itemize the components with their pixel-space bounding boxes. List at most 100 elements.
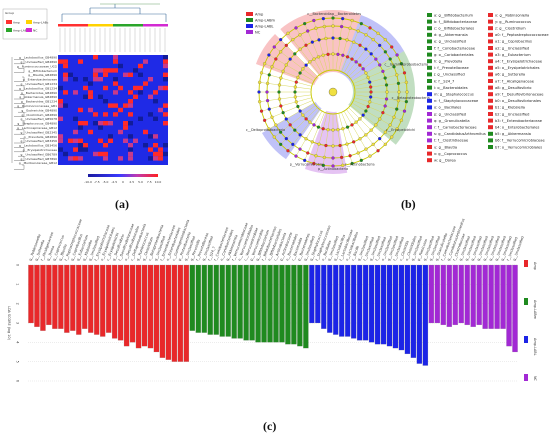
cladogram-node <box>345 142 349 146</box>
lefse-legend-label: Amp <box>533 262 537 270</box>
heatmap-panel: Group Amp Amp-LABc Amp-LABL NC g__Lactobacill… <box>0 0 200 190</box>
colorbar-tick-label: 7.5 <box>147 180 152 184</box>
lefse-legend-swatch <box>524 298 528 305</box>
taxa-key-swatch <box>488 39 493 44</box>
colorbar-tick-label: 2.5 <box>129 180 134 184</box>
cladogram-node <box>294 100 298 104</box>
taxa-key-swatch <box>427 105 432 110</box>
cladogram-node <box>369 90 373 94</box>
caption-a: (a) <box>115 197 129 211</box>
y-tick-label: 4 <box>16 341 20 343</box>
cladogram-node <box>336 128 340 132</box>
clade-highlight-ampl-2 <box>261 102 322 160</box>
group-strip-cell <box>88 24 93 27</box>
cladogram-node <box>279 130 283 134</box>
heatmap-cell <box>98 94 103 99</box>
taxa-key-swatch <box>427 52 432 57</box>
taxa-key-label: b4: o__Enterobacteriales <box>495 126 539 130</box>
taxa-key-label: f: f__Coriobacteriaceae <box>434 46 476 50</box>
heatmap-cell <box>68 72 73 77</box>
taxa-key-swatch <box>488 105 493 110</box>
cladogram-node <box>308 60 312 64</box>
cladogram-node <box>348 154 352 158</box>
heatmap-cell <box>98 121 103 126</box>
heatmap-cell <box>153 99 158 104</box>
lefse-bar-label: p__Firmicutes <box>417 238 429 261</box>
cladogram-node <box>308 120 312 124</box>
taxa-key-swatch <box>427 65 432 70</box>
taxa-key-swatch <box>488 118 493 123</box>
heatmap-cell <box>93 72 98 77</box>
heatmap-cell <box>68 138 73 143</box>
cladogram-node <box>359 22 363 26</box>
heatmap-cell <box>128 151 133 157</box>
heatmap-cell <box>83 77 88 82</box>
cladogram-node <box>279 50 283 54</box>
cladogram-node <box>383 38 387 42</box>
heatmap-cell <box>148 94 153 99</box>
heatmap-cell <box>78 143 83 148</box>
heatmap-cell <box>163 63 168 69</box>
cladogram-node <box>388 123 392 127</box>
y-tick-label: 1 <box>16 283 20 285</box>
taxa-key-label: x: g__Robinsoniella <box>495 13 529 17</box>
lefse-legend-label: NC <box>533 376 537 382</box>
cladogram-node <box>395 53 399 57</box>
heatmap-cell <box>148 134 153 139</box>
cladogram-node <box>345 125 350 129</box>
heatmap-row-label: g__Lactobacillus_GB3456 <box>19 144 57 148</box>
group-legend-swatch <box>6 20 12 24</box>
heatmap-cell <box>138 85 143 91</box>
cladogram-node <box>405 90 409 94</box>
heatmap-cell <box>153 116 158 121</box>
cladogram-node <box>350 123 354 127</box>
cladogram-node <box>298 33 302 37</box>
group-legend-label: NC <box>33 29 37 33</box>
heatmap-cell <box>83 147 88 152</box>
row-dendrogram-branch <box>14 129 25 135</box>
clade-highlight-amp-2 <box>255 34 319 86</box>
lefse-bar <box>231 264 237 339</box>
lefse-bar-label: c__Clostridia <box>399 240 410 261</box>
cladogram-node <box>376 31 380 35</box>
lefse-bar <box>386 264 393 347</box>
heatmap-row-label: g__Unclassified_GB3456 <box>21 139 58 143</box>
cladogram-node <box>378 43 382 47</box>
taxa-key-swatch <box>488 112 493 116</box>
lefse-bar <box>434 264 441 324</box>
y-tick-label: 2 <box>16 303 20 305</box>
cladogram-node <box>385 90 389 94</box>
heatmap-cell <box>108 138 113 143</box>
heatmap-row-label: g__Akkermansia_GB4890 <box>19 95 57 99</box>
cladogram-node <box>396 81 401 85</box>
cladogram-node <box>301 113 305 117</box>
group-strip-cell <box>138 24 143 27</box>
lefse-bar <box>315 264 321 324</box>
cladogram-node <box>284 117 288 121</box>
lefse-bar <box>428 264 435 324</box>
taxa-key-label: a5: o__Erysipelotrichales <box>495 66 540 70</box>
lefse-bar <box>362 264 369 341</box>
lefse-bar <box>446 264 452 327</box>
cladogram-node <box>350 161 354 166</box>
cladogram-node <box>317 38 321 42</box>
heatmap-cell <box>163 112 168 117</box>
taxa-key-swatch <box>488 19 493 24</box>
heatmap-cell <box>123 138 128 143</box>
heatmap-cell <box>143 143 148 148</box>
taxa-key-swatch <box>427 92 432 97</box>
cladogram-node <box>350 57 354 61</box>
lefse-bar <box>153 264 160 353</box>
taxa-key-swatch <box>427 98 432 103</box>
taxa-key-label: l: o__Bacteroidales <box>434 86 468 90</box>
cladogram-node <box>404 100 408 104</box>
heatmap-cell <box>103 121 108 126</box>
cladogram-node <box>321 53 325 57</box>
cladogram-node <box>293 90 297 94</box>
cladogram-node <box>321 163 325 167</box>
heatmap-cell <box>133 68 138 73</box>
cladogram-node <box>293 95 297 99</box>
heatmap-cell <box>63 59 68 64</box>
heatmap-cell <box>113 77 118 82</box>
lefse-bar <box>52 264 58 329</box>
